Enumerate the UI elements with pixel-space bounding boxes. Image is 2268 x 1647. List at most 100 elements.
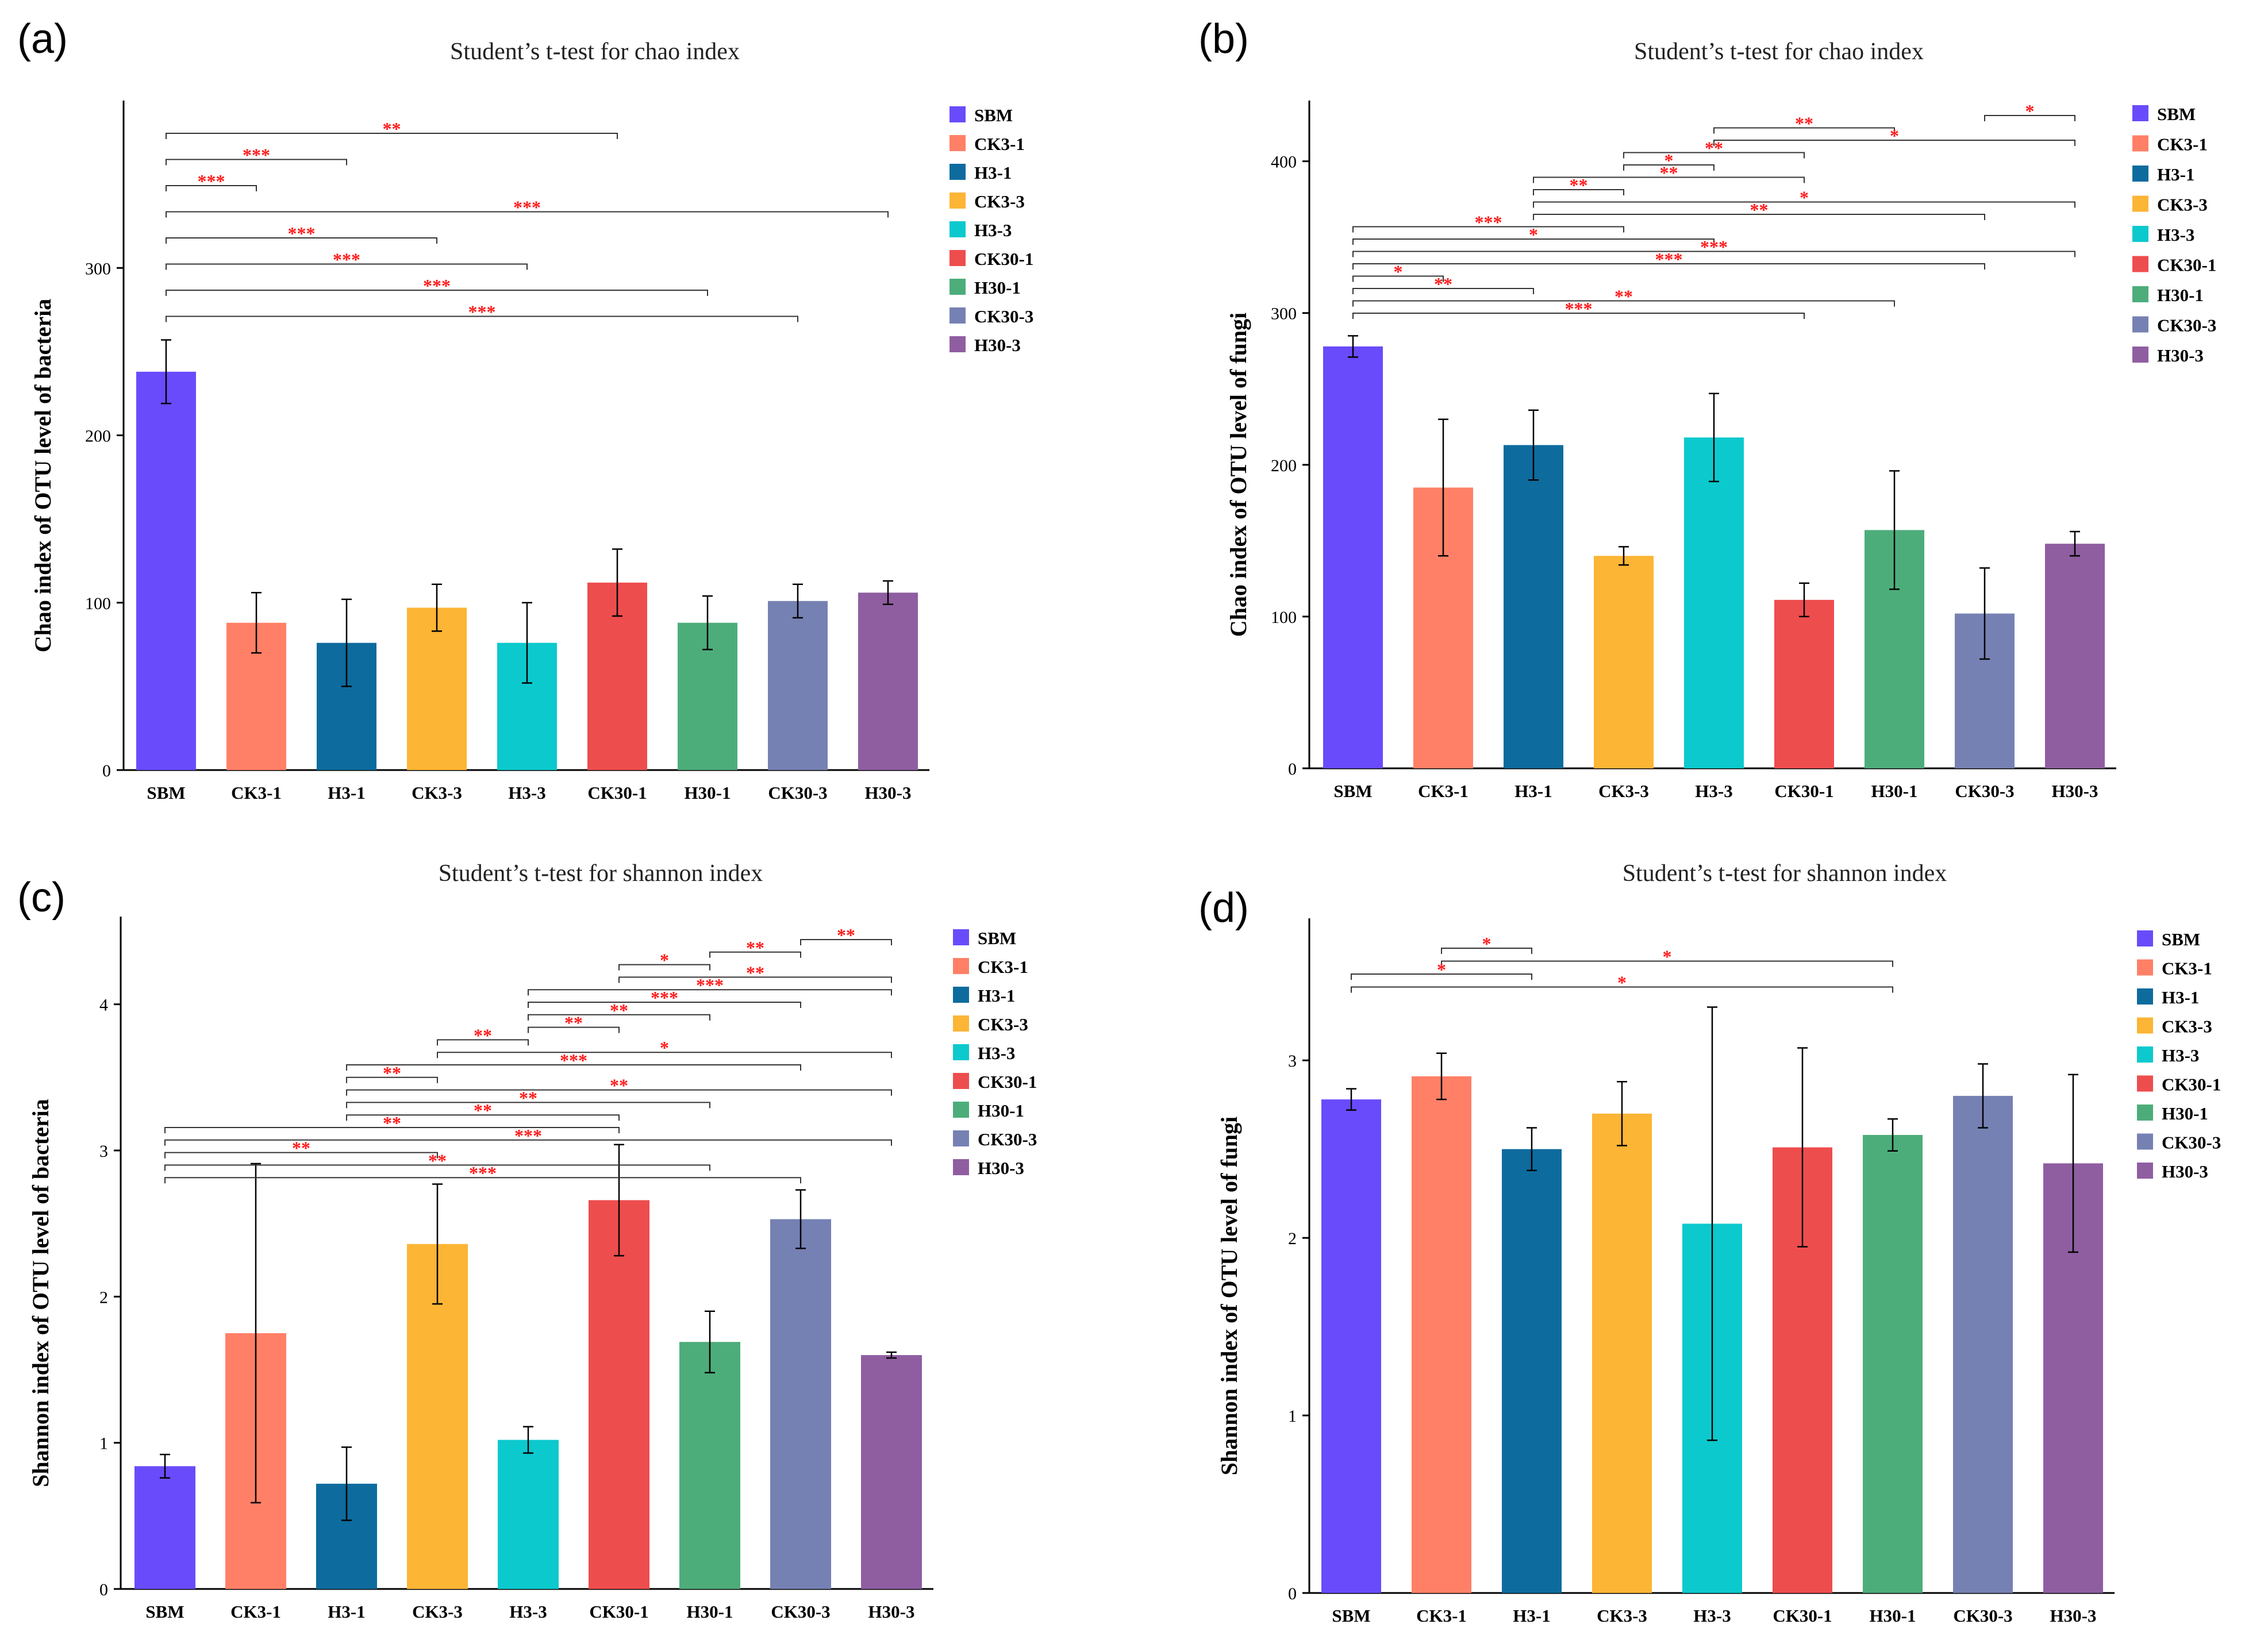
x-tick-label: CK3-3 <box>412 1602 463 1622</box>
significance-label: ** <box>1795 113 1813 134</box>
x-tick-label: CK30-3 <box>1955 781 2014 801</box>
significance-bracket <box>1441 960 1893 967</box>
x-tick-label: CK3-1 <box>230 1602 281 1622</box>
legend-label: H30-1 <box>2162 1103 2208 1123</box>
significance-label: *** <box>423 275 451 296</box>
y-tick-label: 0 <box>1288 1584 1297 1603</box>
legend-swatch-CK30-1 <box>2137 1075 2153 1092</box>
significance-bracket <box>166 133 618 139</box>
legend-swatch-CK3-3 <box>950 193 966 209</box>
y-tick-label: 300 <box>85 259 111 278</box>
significance-label: * <box>660 1037 669 1058</box>
significance-bracket <box>346 1064 801 1071</box>
x-tick-label: CK3-1 <box>1416 1606 1467 1626</box>
significance-bracket <box>346 1089 892 1096</box>
significance-bracket <box>1352 251 2075 257</box>
significance-label: *** <box>560 1050 587 1071</box>
significance-label: ** <box>746 937 764 958</box>
x-tick-label: H30-1 <box>687 1602 733 1622</box>
significance-label: *** <box>651 987 678 1008</box>
legend-swatch-CK30-1 <box>953 1073 969 1089</box>
x-tick-label: SBM <box>1332 1606 1370 1626</box>
significance-bracket <box>166 159 347 166</box>
x-tick-label: H3-3 <box>508 783 545 803</box>
x-tick-label: SBM <box>147 783 185 803</box>
y-axis-label: Chao index of OTU level of fungi <box>1225 313 1251 637</box>
significance-label: ** <box>428 1150 447 1171</box>
significance-bracket <box>618 964 710 971</box>
significance-label: *** <box>1700 237 1728 257</box>
bar-CK30-3 <box>768 601 828 770</box>
significance-bracket <box>1352 288 1534 294</box>
significance-bracket <box>528 1026 620 1033</box>
panel-label: (c) <box>17 875 66 921</box>
x-tick-label: CK3-3 <box>1598 781 1649 801</box>
significance-label: * <box>1394 261 1403 282</box>
chart-panel-3: (c) Student’s t-test for shannon index 0 1 2… <box>17 860 1037 1622</box>
significance-bracket <box>437 1052 892 1059</box>
significance-bracket <box>1352 313 1805 319</box>
x-tick-label: H3-1 <box>328 1602 365 1622</box>
bar-SBM <box>134 1466 195 1589</box>
x-tick-label: H3-3 <box>1693 1606 1731 1626</box>
y-tick-label: 2 <box>1288 1229 1297 1248</box>
legend-label: CK3-1 <box>974 134 1025 154</box>
y-axis-label: Shannon index of OTU level of fungi <box>1216 1117 1242 1476</box>
legend-label: CK30-3 <box>2157 315 2216 336</box>
legend-label: CK30-3 <box>974 306 1033 326</box>
x-tick-label: H3-1 <box>1513 1606 1550 1626</box>
x-tick-label: H3-1 <box>1514 781 1552 801</box>
significance-label: ** <box>519 1087 537 1108</box>
legend-label: H3-1 <box>974 163 1012 183</box>
legend-label: CK3-3 <box>974 191 1025 211</box>
x-tick-label: CK3-3 <box>412 783 462 803</box>
y-tick-label: 100 <box>1271 608 1297 627</box>
bar-CK3-3 <box>1594 556 1654 768</box>
y-tick-label: 200 <box>1271 456 1297 475</box>
y-tick-label: 3 <box>1288 1052 1297 1071</box>
significance-label: ** <box>383 1063 401 1083</box>
panel-label: (a) <box>17 16 68 62</box>
legend-label: CK30-3 <box>978 1129 1037 1149</box>
legend-label: H30-3 <box>974 335 1021 355</box>
legend-swatch-H30-1 <box>2132 286 2148 302</box>
significance-bracket <box>437 1039 529 1046</box>
legend-swatch-H30-3 <box>2137 1163 2153 1179</box>
legend-label: SBM <box>974 105 1013 125</box>
legend-label: CK30-1 <box>974 249 1033 269</box>
legend-label: SBM <box>978 928 1016 948</box>
legend-swatch-H30-3 <box>2132 347 2148 363</box>
significance-label: ** <box>610 1000 628 1021</box>
bar-CK3-3 <box>407 607 467 770</box>
chart-title: Student’s t-test for chao index <box>450 39 740 65</box>
x-tick-label: H30-3 <box>2050 1606 2097 1626</box>
significance-label: * <box>2025 101 2035 121</box>
legend-label: H30-3 <box>2157 345 2204 365</box>
bar-SBM <box>1323 346 1383 768</box>
legend-swatch-H30-1 <box>953 1102 969 1118</box>
legend-swatch-CK3-3 <box>953 1015 969 1032</box>
x-tick-label: H30-3 <box>868 1602 915 1622</box>
x-tick-label: CK30-3 <box>1953 1606 2012 1626</box>
significance-bracket <box>166 237 437 244</box>
legend-swatch-H30-3 <box>950 336 966 352</box>
legend-label: CK30-1 <box>2162 1075 2221 1095</box>
legend-swatch-CK30-3 <box>953 1130 969 1146</box>
significance-label: *** <box>1655 249 1683 270</box>
y-tick-label: 300 <box>1271 305 1297 324</box>
x-tick-label: CK30-1 <box>589 1602 648 1622</box>
significance-label: ** <box>1705 138 1723 159</box>
significance-bracket <box>1533 189 1624 195</box>
bar-H30-1 <box>679 1342 740 1589</box>
legend-label: SBM <box>2162 929 2200 949</box>
legend-swatch-CK3-1 <box>2132 135 2148 152</box>
legend-label: CK3-3 <box>978 1014 1028 1034</box>
significance-bracket <box>164 1152 438 1159</box>
x-tick-label: CK30-1 <box>587 783 647 803</box>
significance-bracket <box>166 263 528 270</box>
panel-label: (b) <box>1198 16 1249 62</box>
significance-label: ** <box>1660 163 1678 183</box>
significance-bracket <box>1533 201 2075 208</box>
bar-H3-1 <box>1502 1149 1562 1593</box>
bar-H30-1 <box>1863 1134 1923 1593</box>
